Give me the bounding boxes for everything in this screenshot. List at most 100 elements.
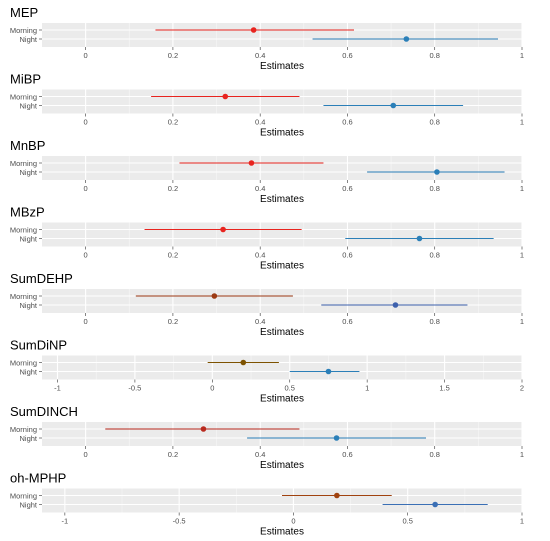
x-tick-label: 0.6 <box>342 251 352 260</box>
estimate-point-night <box>390 102 397 109</box>
y-tick-label-morning: Morning <box>10 159 37 168</box>
x-tick-label: 0 <box>84 317 88 326</box>
y-tick-label-morning: Morning <box>10 226 37 235</box>
estimate-point-morning <box>200 426 207 432</box>
x-tick-label: -1 <box>54 384 61 393</box>
panel-title-7: oh-MPHP <box>10 471 66 486</box>
x-tick-label: 0.4 <box>255 251 265 260</box>
y-tick-label-night: Night <box>19 368 37 377</box>
x-tick-label: 0 <box>84 450 88 459</box>
estimate-point-morning <box>248 160 255 166</box>
x-tick-label: 0 <box>84 51 88 60</box>
y-tick-label-morning: Morning <box>10 359 37 368</box>
x-tick-label: 1 <box>520 317 524 326</box>
panel-title-0: MEP <box>10 5 38 20</box>
estimate-point-morning <box>334 492 340 499</box>
estimate-point-morning <box>240 359 247 366</box>
x-axis-title-7: Estimates <box>260 527 304 537</box>
x-tick-label: 0 <box>84 251 88 260</box>
x-tick-label: -0.5 <box>128 384 141 393</box>
y-tick-label-night: Night <box>19 102 37 111</box>
estimate-point-night <box>434 169 440 175</box>
plot-panel-3 <box>42 222 522 247</box>
x-tick-label: 1 <box>520 251 524 260</box>
panel-title-4: SumDEHP <box>10 271 73 286</box>
estimate-point-morning <box>250 27 257 33</box>
plot-panel-7 <box>42 488 522 513</box>
x-axis-title-5: Estimates <box>260 394 304 405</box>
estimate-point-morning <box>211 293 218 299</box>
panel-title-1: MiBP <box>10 72 41 87</box>
y-tick-label-morning: Morning <box>10 292 37 301</box>
y-tick-label-morning: Morning <box>10 26 37 35</box>
x-axis-title-4: Estimates <box>260 327 304 338</box>
x-tick-label: 1 <box>520 51 524 60</box>
x-tick-label: 0.4 <box>255 317 265 326</box>
x-tick-label: 1 <box>520 517 524 526</box>
x-axis-title-1: Estimates <box>260 128 304 139</box>
y-tick-label-night: Night <box>19 501 37 510</box>
y-tick-label-night: Night <box>19 35 37 44</box>
x-tick-label: 0.6 <box>342 118 352 127</box>
x-tick-label: 0.6 <box>342 184 352 193</box>
x-tick-label: 0.4 <box>255 450 265 459</box>
plot-panel-4 <box>42 289 522 313</box>
x-tick-label: 1 <box>365 384 369 393</box>
x-tick-label: 0.2 <box>168 118 178 127</box>
x-tick-label: 0.8 <box>430 51 440 60</box>
x-tick-label: 0.2 <box>168 51 178 60</box>
x-tick-label: 0.2 <box>168 450 178 459</box>
estimate-point-night <box>416 235 423 242</box>
y-tick-label-night: Night <box>19 301 37 310</box>
x-tick-label: 0 <box>84 184 88 193</box>
estimate-point-morning <box>220 226 226 233</box>
plot-panel-0 <box>42 23 522 47</box>
x-tick-label: 0.4 <box>255 51 265 60</box>
estimate-point-night <box>333 435 340 441</box>
y-tick-label-night: Night <box>19 235 37 244</box>
x-tick-label: 0.2 <box>168 184 178 193</box>
x-tick-label: 0.6 <box>342 450 352 459</box>
panel-title-2: MnBP <box>10 138 45 153</box>
x-tick-label: -1 <box>62 517 69 526</box>
y-tick-label-morning: Morning <box>10 93 37 102</box>
x-tick-label: 0.5 <box>285 384 295 393</box>
estimate-point-night <box>403 36 410 42</box>
panel-title-3: MBzP <box>10 205 45 220</box>
x-axis-title-6: Estimates <box>260 460 304 471</box>
plot-panel-6 <box>42 422 522 446</box>
x-axis-title-3: Estimates <box>260 261 304 272</box>
plot-panel-2 <box>42 156 522 180</box>
y-tick-label-morning: Morning <box>10 425 37 434</box>
x-tick-label: 0.4 <box>255 184 265 193</box>
x-tick-label: 0.6 <box>342 51 352 60</box>
x-tick-label: 0 <box>84 118 88 127</box>
estimate-point-night <box>325 368 332 375</box>
x-tick-label: 0.4 <box>255 118 265 127</box>
x-tick-label: 0.8 <box>430 317 440 326</box>
x-tick-label: 0.8 <box>430 450 440 459</box>
estimate-point-night <box>392 302 399 308</box>
y-tick-label-morning: Morning <box>10 492 37 501</box>
x-tick-label: 0.8 <box>430 251 440 260</box>
panel-title-5: SumDiNP <box>10 338 67 353</box>
x-axis-title-0: Estimates <box>260 61 304 72</box>
plot-panel-1 <box>42 89 522 114</box>
x-tick-label: 0 <box>291 517 295 526</box>
x-tick-label: 1 <box>520 184 524 193</box>
x-tick-label: 0 <box>210 384 214 393</box>
x-tick-label: 1.5 <box>439 384 449 393</box>
x-axis-title-2: Estimates <box>260 194 304 205</box>
x-tick-label: 0.8 <box>430 184 440 193</box>
x-tick-label: 0.5 <box>402 517 412 526</box>
panel-title-6: SumDINCH <box>10 404 78 419</box>
x-tick-label: 0.2 <box>168 251 178 260</box>
x-tick-label: 1 <box>520 118 524 127</box>
y-tick-label-night: Night <box>19 168 37 177</box>
x-tick-label: 0.6 <box>342 317 352 326</box>
plot-panel-5 <box>42 355 522 380</box>
estimate-point-morning <box>222 93 229 100</box>
x-tick-label: -0.5 <box>173 517 186 526</box>
